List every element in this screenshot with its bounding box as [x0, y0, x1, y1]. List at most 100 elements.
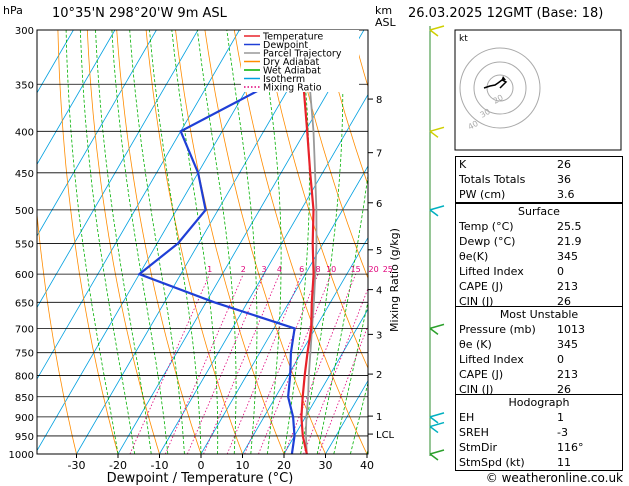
pressure-tick-label: 750	[15, 349, 34, 360]
wet-adiabat-line	[333, 299, 368, 454]
km-tick-label: 2	[376, 370, 382, 381]
mu-row: CAPE (J) 213	[459, 368, 578, 381]
legend-entry: Dry Adiabat	[263, 57, 320, 68]
credit: © weatheronline.co.uk	[486, 471, 623, 485]
legend-entry: Dewpoint	[263, 40, 308, 51]
pressure-tick-label: 950	[15, 432, 34, 443]
mixing-ratio-line	[284, 273, 357, 454]
x-axis-label: Dewpoint / Temperature (°C)	[107, 471, 294, 486]
wet-adiabat-line	[260, 30, 282, 454]
surface-panel: Surface Temp (°C) 25.5 Dewp (°C) 21.9 θe(K…	[455, 203, 623, 310]
hodo-row: StmDir 116°	[459, 441, 584, 454]
wind-barb	[429, 126, 445, 138]
isotherm-line	[37, 30, 116, 166]
mixing-ratio-line	[129, 273, 211, 454]
datetime-title: 26.03.2025 12GMT (Base: 18)	[408, 6, 604, 21]
surface-row: Temp (°C) 25.5	[459, 220, 582, 233]
isotherm-line	[37, 30, 240, 380]
dry-adiabat-line	[86, 30, 160, 454]
km-tick-label: 5	[376, 246, 382, 257]
mixing-ratio-axis-label: Mixing Ratio (g/kg)	[388, 228, 401, 332]
x-tick-label: 40	[360, 459, 374, 472]
isotherm-line	[76, 30, 323, 454]
pressure-tick-label: 700	[15, 324, 34, 335]
x-tick-label: -10	[151, 459, 169, 472]
isotherm-line	[37, 30, 157, 237]
wet-adiabat-line	[149, 30, 202, 454]
pressure-tick-label: 400	[15, 127, 34, 138]
km-tick-label: 1	[376, 412, 382, 423]
wind-barb	[429, 412, 445, 424]
surface-row: Dewp (°C) 21.9	[459, 235, 582, 248]
hpa-label: hPa	[3, 4, 23, 17]
mixing-ratio-label: 25	[383, 265, 393, 274]
most-unstable-title: Most Unstable	[499, 308, 579, 321]
wind-barbs	[429, 25, 445, 461]
svg-text:© weatheronline.co.uk: © weatheronline.co.uk	[486, 471, 623, 485]
mixing-ratio-line	[203, 273, 280, 454]
mixing-ratio-line	[303, 287, 368, 454]
index-row-k: K 26	[459, 158, 571, 171]
mixing-ratio-line	[186, 273, 265, 454]
pressure-tick-labels: 300 350 400 450 500 550 600 650 700 750 800 850 900 9…	[9, 26, 34, 461]
pressure-tick-label: 450	[15, 169, 34, 180]
dry-adiabat-line	[57, 30, 119, 454]
wind-barb	[429, 421, 445, 434]
hodograph-kt-label: kt	[459, 34, 468, 44]
mixing-ratio-label: 1	[207, 265, 212, 274]
mixing-ratio-line	[226, 273, 303, 454]
pressure-tick-label: 900	[15, 413, 34, 424]
pressure-tick-label: 850	[15, 393, 34, 404]
mixing-ratio-label: 6	[299, 265, 304, 274]
mu-row: Pressure (mb) 1013	[459, 323, 585, 336]
km-tick-label: 4	[376, 286, 382, 297]
dry-adiabat-line	[145, 30, 243, 454]
isotherm-line	[242, 236, 368, 454]
index-row-pw: PW (cm) 3.6	[459, 188, 575, 201]
most-unstable-panel: Most Unstable Pressure (mb) 1013 θe (K) 34…	[455, 306, 623, 398]
dry-adiabat-line	[175, 30, 285, 454]
hodograph: kt 40 30 20	[454, 29, 622, 151]
km-tick-label: 7	[376, 149, 382, 160]
hodo-ring-30: 30	[479, 107, 492, 120]
hodo-row: StmSpd (kt) 11	[459, 456, 571, 469]
wet-adiabat-line	[111, 30, 169, 454]
mixing-ratio-label: 2	[241, 265, 246, 274]
km-label: km	[375, 4, 392, 17]
legend-box	[241, 30, 359, 92]
wet-adiabat-line	[65, 30, 119, 454]
mixing-ratio-label: 15	[351, 265, 361, 274]
surface-row: θe(K) 345	[459, 250, 578, 263]
mu-row: θe (K) 345	[459, 338, 578, 351]
isotherm-line	[325, 379, 368, 454]
mu-row: CIN (J) 26	[459, 383, 571, 396]
pressure-tick-label: 500	[15, 206, 34, 217]
mixing-ratio-line	[318, 324, 368, 454]
wind-barb	[429, 323, 445, 335]
x-tick-label: 10	[236, 459, 250, 472]
surface-row: Lifted Index 0	[459, 265, 564, 278]
indices-panel: K 26 Totals Totals 36 PW (cm) 3.6	[455, 156, 623, 203]
x-tick-label: 0	[198, 459, 205, 472]
pressure-tick-label: 600	[15, 270, 34, 281]
temperature-tick-labels: -30 -20 -10 0 10 20 30 40	[68, 454, 374, 472]
dry-adiabat-line	[116, 30, 202, 454]
isotherm-line	[37, 30, 282, 452]
wind-barb	[429, 205, 445, 217]
hodo-row: SREH -3	[459, 426, 568, 439]
legend-entry: Temperature	[262, 32, 323, 43]
plot-frame	[36, 29, 369, 455]
hodo-row: EH 1	[459, 411, 564, 424]
pressure-tick-label: 800	[15, 371, 34, 382]
mixing-ratio-label: 8	[316, 265, 321, 274]
wind-barb	[429, 449, 445, 461]
mixing-ratio-line	[165, 273, 244, 454]
x-tick-label: 30	[319, 459, 333, 472]
x-tick-label: -20	[109, 459, 127, 472]
dry-adiabat-line	[37, 209, 77, 454]
wind-barb	[429, 25, 445, 37]
profile-lines	[137, 30, 318, 454]
pressure-tick-label: 650	[15, 298, 34, 309]
